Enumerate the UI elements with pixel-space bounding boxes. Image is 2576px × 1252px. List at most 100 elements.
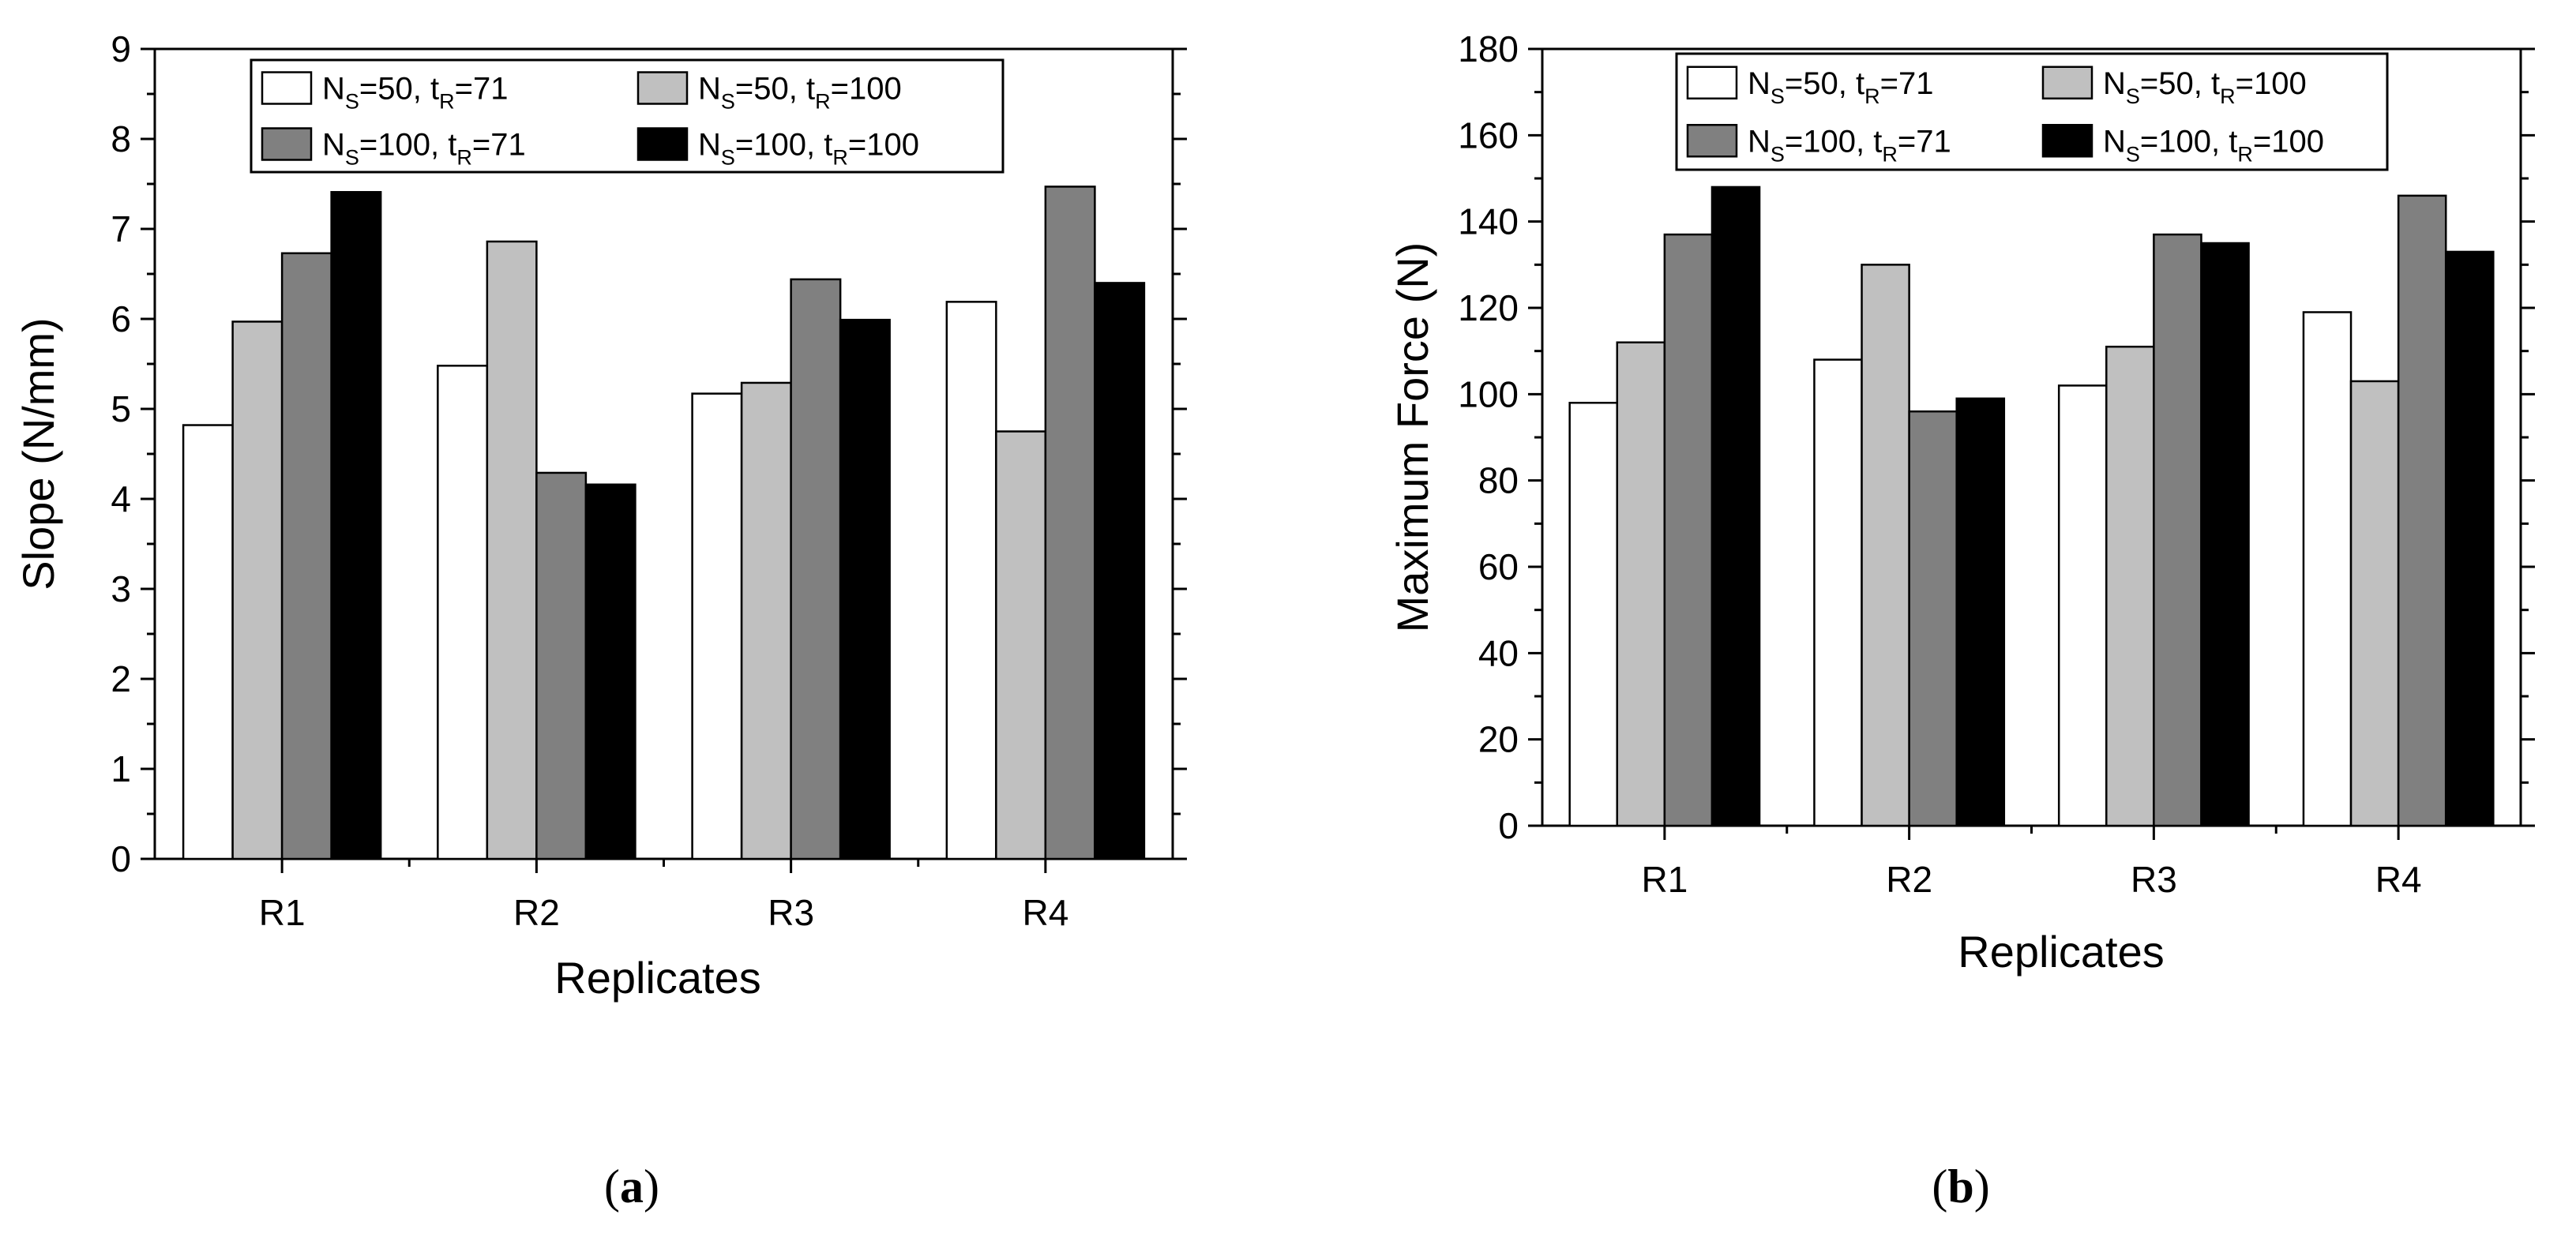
x-tick-label: R2	[1886, 859, 1932, 900]
caption-letter: b	[1947, 1160, 1973, 1213]
legend-label-3: NS=100, tR=71	[322, 128, 526, 170]
y-tick-label: 80	[1478, 460, 1519, 501]
legend-t-value: =100	[848, 128, 919, 163]
x-tick-label: R4	[1022, 892, 1068, 933]
legend-n-subscript: S	[345, 146, 359, 170]
legend-t-symbol: t	[798, 72, 815, 107]
x-tick-label: R4	[2375, 859, 2422, 900]
x-tick-label: R3	[768, 892, 814, 933]
bar-r2-series-1	[1813, 358, 1863, 827]
legend-n-symbol: N	[322, 128, 345, 163]
bar-r3-series-2	[740, 381, 792, 860]
legend-label-1: NS=50, tR=71	[322, 72, 508, 114]
legend-swatch-3	[261, 127, 313, 161]
bar-r4-series-4	[2444, 250, 2495, 827]
y-tick-label: 0	[111, 838, 131, 879]
legend-t-value: =100	[2253, 124, 2324, 159]
y-tick-label: 0	[1498, 805, 1519, 846]
bar-r1-series-2	[231, 320, 284, 860]
y-tick-label: 5	[111, 388, 131, 429]
legend-n-value: =100,	[1785, 124, 1864, 159]
legend-t-subscript: R	[832, 146, 848, 170]
y-axis-title: Maximum Force (N)	[1388, 242, 1437, 633]
legend-n-symbol: N	[698, 72, 721, 107]
legend-swatch-4	[636, 127, 689, 161]
caption-close: )	[644, 1160, 659, 1213]
legend-label-4: NS=100, tR=100	[698, 128, 919, 170]
legend-t-symbol: t	[439, 128, 456, 163]
y-axis-title: Slope (N/mm)	[13, 317, 63, 590]
legend-swatch-1	[1686, 66, 1738, 99]
legend-n-subscript: S	[721, 90, 735, 114]
legend-n-symbol: N	[698, 128, 721, 163]
legend-t-subscript: R	[1882, 142, 1898, 166]
legend-t-subscript: R	[1864, 84, 1880, 108]
legend-swatch-2	[636, 71, 689, 105]
y-tick-label: 1	[111, 748, 131, 789]
legend-n-value: =100,	[359, 128, 439, 163]
bar-r2-series-3	[535, 471, 588, 860]
bar-r2-series-3	[1908, 410, 1958, 827]
legend-label-2: NS=50, tR=100	[698, 72, 902, 114]
bar-r3-series-4	[839, 318, 891, 860]
x-axis-title: Replicates	[1958, 927, 2164, 976]
bar-r4-series-4	[1094, 282, 1146, 860]
legend-t-subscript: R	[439, 90, 455, 114]
legend-t-symbol: t	[422, 72, 439, 107]
bar-r2-series-1	[437, 365, 489, 860]
bar-r2-series-2	[486, 240, 538, 860]
y-tick-label: 180	[1458, 28, 1519, 69]
legend-n-subscript: S	[1771, 142, 1785, 166]
bar-r3-series-1	[691, 392, 743, 860]
legend-n-symbol: N	[1748, 66, 1771, 101]
legend-label-2: NS=50, tR=100	[2103, 66, 2307, 108]
y-tick-label: 9	[111, 28, 131, 69]
legend-n-symbol: N	[322, 72, 345, 107]
caption-letter: a	[620, 1160, 644, 1213]
bar-r1-series-3	[280, 252, 332, 860]
bar-r3-series-3	[2153, 233, 2202, 827]
y-tick-label: 120	[1458, 287, 1519, 328]
caption-open: (	[604, 1160, 620, 1213]
panel-caption: (b)	[1932, 1160, 1989, 1213]
legend-t-subscript: R	[2220, 84, 2236, 108]
bar-r2-series-4	[584, 483, 636, 860]
y-tick-label: 60	[1478, 546, 1519, 587]
x-tick-label: R3	[2131, 859, 2177, 900]
y-tick-label: 40	[1478, 632, 1519, 673]
x-tick-label: R1	[1641, 859, 1688, 900]
legend-t-symbol: t	[2220, 124, 2237, 159]
legend-swatch-2	[2041, 66, 2093, 99]
bar-r4-series-3	[1044, 186, 1096, 860]
x-tick-label: R1	[259, 892, 306, 933]
legend-t-value: =71	[1880, 66, 1934, 101]
legend-t-symbol: t	[1864, 124, 1882, 159]
bar-r2-series-4	[1955, 397, 2006, 827]
bar-r3-series-1	[2057, 384, 2108, 827]
caption-close: )	[1974, 1160, 1990, 1213]
bar-r4-series-3	[2397, 194, 2447, 827]
y-tick-label: 20	[1478, 719, 1519, 760]
legend-t-symbol: t	[815, 128, 832, 163]
bar-r1-series-4	[1710, 186, 1761, 827]
y-tick-label: 100	[1458, 373, 1519, 414]
bar-r1-series-1	[1568, 402, 1619, 827]
legend-t-value: =71	[1898, 124, 1951, 159]
legend-t-symbol: t	[1847, 66, 1864, 101]
legend-n-value: =100,	[735, 128, 815, 163]
y-tick-label: 8	[111, 118, 131, 159]
bar-r1-series-4	[330, 191, 382, 860]
legend-t-value: =71	[472, 128, 526, 163]
legend-t-subscript: R	[815, 90, 831, 114]
legend-t-value: =100	[2236, 66, 2307, 101]
legend-n-symbol: N	[2103, 66, 2126, 101]
bar-r1-series-2	[1616, 341, 1666, 827]
legend-n-subscript: S	[1771, 84, 1785, 108]
bar-r4-series-2	[2349, 380, 2400, 827]
legend-n-symbol: N	[2103, 124, 2126, 159]
legend-n-subscript: S	[721, 146, 735, 170]
chart-b-maximum-force: 0 20 40 60 80 100 120 140 160 180 R1 R2 R3 R4 Replicat…	[1388, 28, 2535, 1213]
legend-swatch-3	[1686, 124, 1738, 158]
